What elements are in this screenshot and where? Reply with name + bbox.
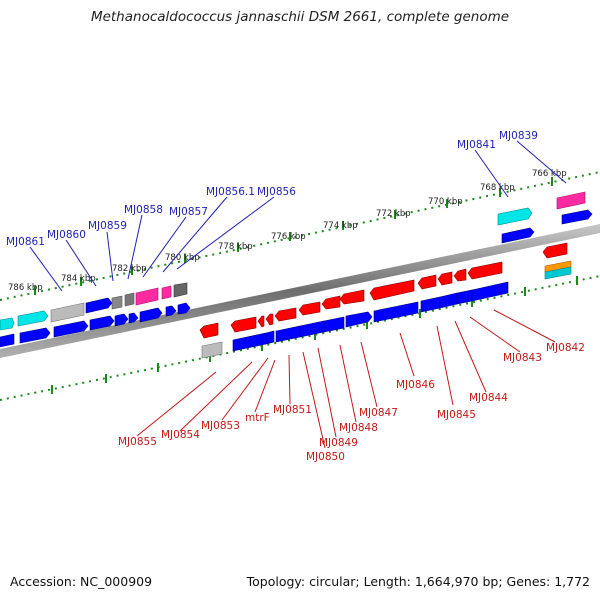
scale-label: 772 kbp xyxy=(376,209,411,219)
gene-label-upper[interactable]: MJ0859 xyxy=(88,220,127,232)
genome-backbone xyxy=(0,224,600,358)
scale-label: 782 kbp xyxy=(112,264,147,274)
scale-label: 784 kbp xyxy=(61,274,96,284)
right-features[interactable] xyxy=(497,191,593,280)
gene-label-lower[interactable]: MJ0849 xyxy=(319,437,358,449)
scale-label: 776 kbp xyxy=(271,232,306,242)
lower-features[interactable] xyxy=(199,261,509,359)
gene-label-lower[interactable]: MJ0847 xyxy=(359,407,398,419)
gene-label-lower[interactable]: MJ0855 xyxy=(118,436,157,448)
scale-label: 766 kbp xyxy=(532,169,567,179)
lower-leader-lines xyxy=(136,309,556,449)
scale-label: 786 kbp xyxy=(8,283,43,293)
gene-label-lower[interactable]: MJ0844 xyxy=(469,392,508,404)
gene-label-upper[interactable]: MJ0858 xyxy=(124,204,163,216)
gene-label-lower[interactable]: MJ0851 xyxy=(273,404,312,416)
gene-label-lower[interactable]: MJ0854 xyxy=(161,429,200,441)
gene-label-upper[interactable]: MJ0839 xyxy=(499,130,538,142)
gene-label-upper[interactable]: MJ0841 xyxy=(457,139,496,151)
upper-features[interactable] xyxy=(0,282,191,348)
gene-label-upper[interactable]: MJ0856.1 xyxy=(206,186,255,198)
accession-text: Accession: NC_000909 xyxy=(10,574,153,589)
gene-label-lower[interactable]: MJ0846 xyxy=(396,379,435,391)
gene-label-upper[interactable]: MJ0857 xyxy=(169,206,208,218)
topology-text: Topology: circular; Length: 1,664,970 bp… xyxy=(246,574,590,589)
scale-label: 780 kbp xyxy=(165,253,200,263)
gene-label-lower[interactable]: MJ0848 xyxy=(339,422,378,434)
gene-label-lower[interactable]: mtrF xyxy=(245,412,270,424)
gene-label-lower[interactable]: MJ0842 xyxy=(546,342,585,354)
gene-label-upper[interactable]: MJ0860 xyxy=(47,229,86,241)
gene-label-lower[interactable]: MJ0845 xyxy=(437,409,476,421)
upper-major-ticks xyxy=(34,177,553,295)
scale-label: 778 kbp xyxy=(218,242,253,252)
genome-title: Methanocaldococcus jannaschii DSM 2661, … xyxy=(90,9,510,25)
upper-leader-lines xyxy=(29,140,567,292)
gene-label-lower[interactable]: MJ0850 xyxy=(306,451,345,463)
scale-label: 768 kbp xyxy=(480,183,515,193)
gene-label-lower[interactable]: MJ0853 xyxy=(201,420,240,432)
scale-label: 774 kbp xyxy=(323,221,358,231)
gene-label-lower[interactable]: MJ0843 xyxy=(503,352,542,364)
gene-label-upper[interactable]: MJ0861 xyxy=(6,236,45,248)
gene-label-upper[interactable]: MJ0856 xyxy=(257,186,296,198)
scale-label: 770 kbp xyxy=(428,197,463,207)
